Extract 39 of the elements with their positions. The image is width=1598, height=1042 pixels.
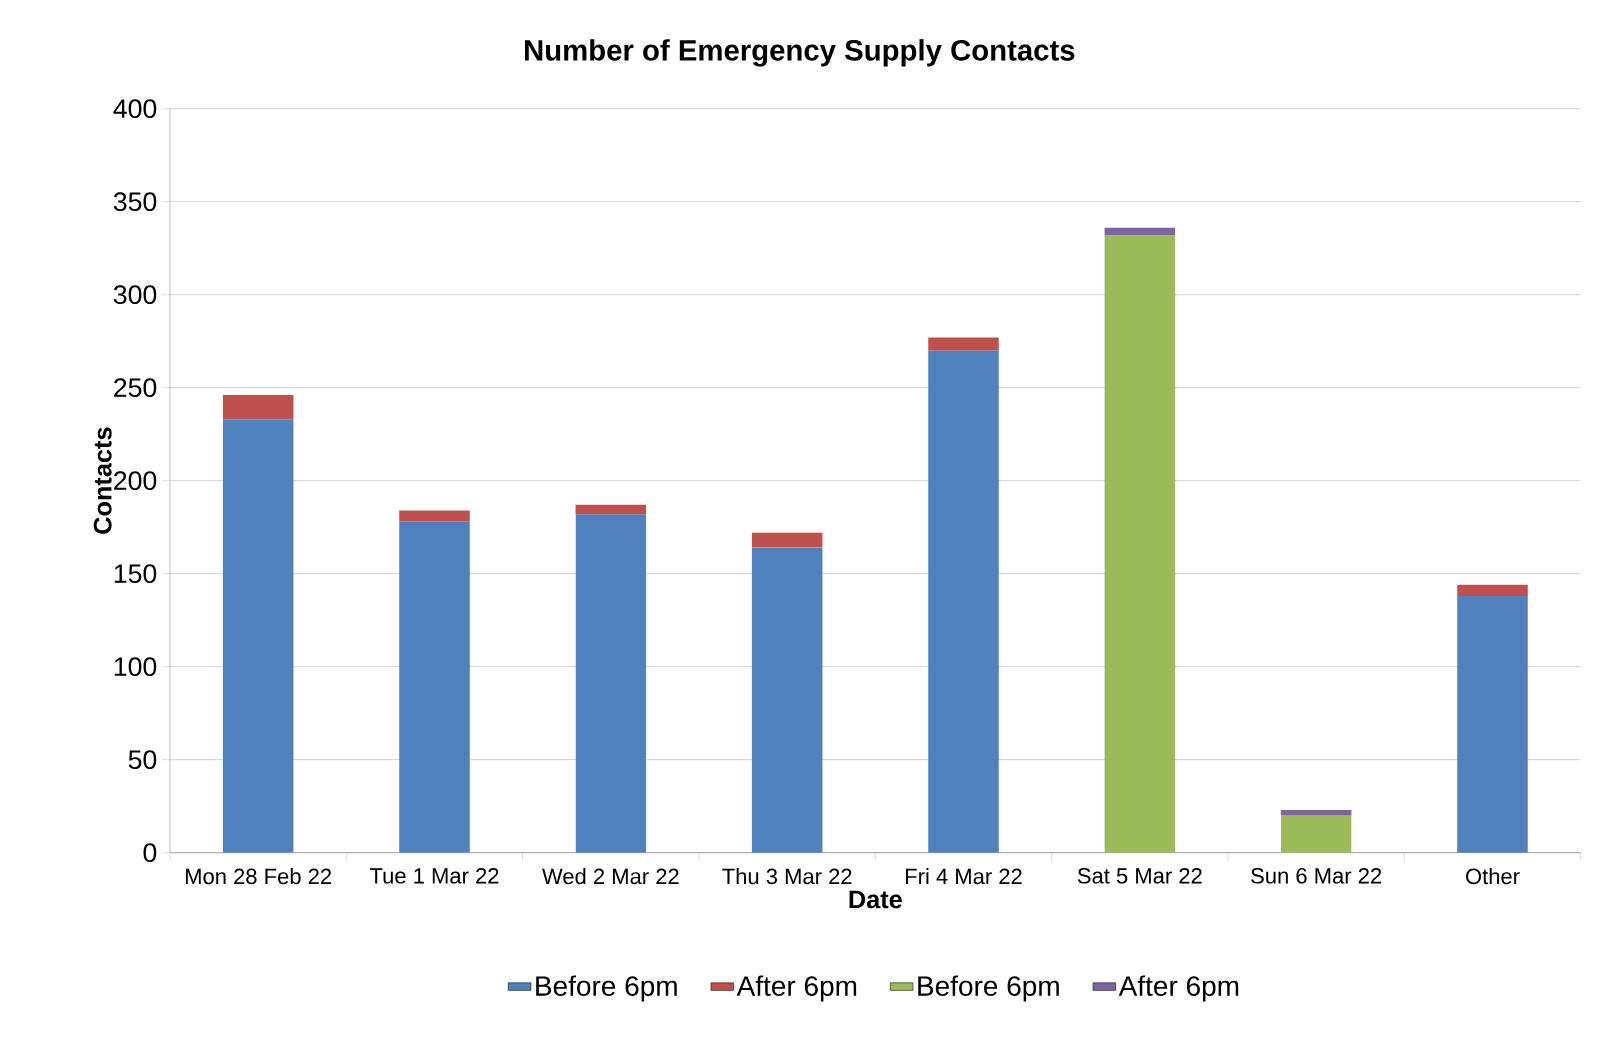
bar	[1457, 595, 1528, 853]
x-axis-title: Date	[849, 890, 902, 909]
y-axis-title: Contacts	[93, 427, 112, 534]
bar	[222, 419, 294, 853]
legend-label: Before 6pm	[918, 975, 1059, 1002]
bar	[1104, 235, 1176, 853]
x-tick-label: Tue 1 Mar 22	[369, 868, 499, 884]
x-tick-label: Fri 4 Mar 22	[906, 868, 1022, 885]
y-tick-label: 250	[114, 378, 157, 398]
x-tick-label: Sun 6 Mar 22	[1251, 868, 1382, 884]
legend-label: After 6pm	[1118, 975, 1239, 1002]
x-tick-label: Sat 5 Mar 22	[1077, 868, 1202, 884]
y-tick-label: 100	[114, 657, 157, 677]
bar	[575, 504, 647, 515]
bar	[1104, 227, 1176, 236]
bar	[399, 521, 470, 853]
legend-label: Before 6pm	[536, 975, 677, 1002]
bar	[222, 395, 294, 420]
y-tick-label: 0	[143, 843, 157, 863]
legend-label: After 6pm	[736, 975, 857, 1002]
y-tick-label: 300	[113, 285, 157, 305]
x-tick-label: Mon 28 Feb 22	[185, 868, 332, 885]
x-tick-label: Wed 2 Mar 22	[542, 868, 679, 885]
chart-title: Number of Emergency Supply Contacts	[525, 39, 1075, 67]
bar	[928, 337, 999, 351]
bar	[399, 510, 470, 522]
x-tick-label: Thu 3 Mar 22	[722, 868, 852, 885]
bar	[1457, 584, 1528, 596]
bar	[751, 547, 823, 853]
bar	[751, 532, 823, 548]
x-tick-label: Other	[1466, 868, 1520, 885]
y-tick-label: 350	[113, 192, 157, 212]
bar	[928, 350, 999, 853]
bar	[575, 514, 647, 853]
y-tick-label: 50	[128, 750, 157, 770]
bar	[1280, 815, 1352, 853]
y-tick-label: 200	[114, 471, 157, 491]
y-tick-label: 400	[113, 99, 157, 119]
y-tick-label: 150	[114, 564, 157, 584]
